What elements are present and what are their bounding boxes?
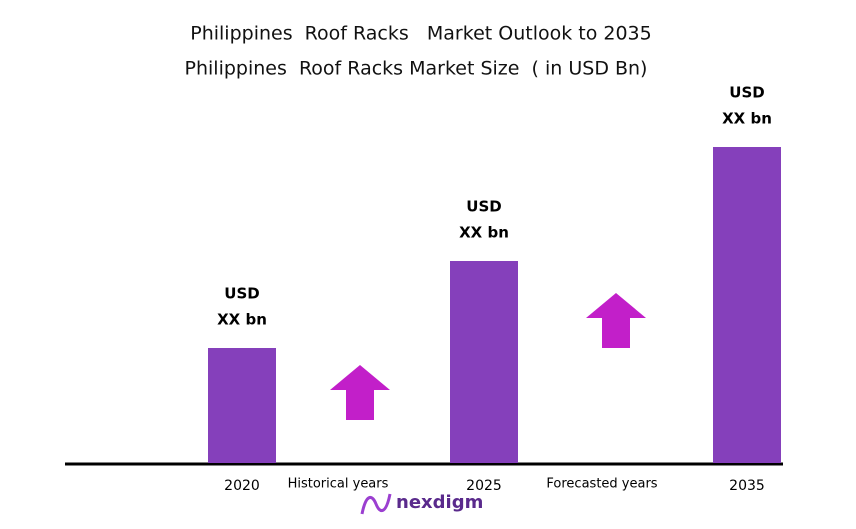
value-label: XX bn: [217, 311, 267, 329]
bar: [713, 147, 781, 463]
chart-subtitle: Philippines Roof Racks Market Size ( in …: [185, 58, 648, 80]
x-tick-label: 2020: [224, 478, 260, 494]
value-label: USD: [224, 285, 259, 303]
growth-arrow: [586, 293, 646, 348]
chart-title: Philippines Roof Racks Market Outlook to…: [190, 23, 652, 45]
period-label: Historical years: [288, 477, 389, 492]
logo-icon: [360, 493, 392, 515]
growth-arrow: [330, 365, 390, 420]
value-label: XX bn: [459, 224, 509, 242]
bar: [208, 348, 276, 463]
value-label: USD: [729, 84, 764, 102]
x-tick-label: 2025: [466, 478, 502, 494]
bar: [450, 261, 518, 463]
value-label: USD: [466, 198, 501, 216]
period-label: Forecasted years: [546, 477, 657, 492]
value-label: XX bn: [722, 110, 772, 128]
logo: nexdigm: [396, 492, 483, 513]
x-tick-label: 2035: [729, 478, 765, 494]
